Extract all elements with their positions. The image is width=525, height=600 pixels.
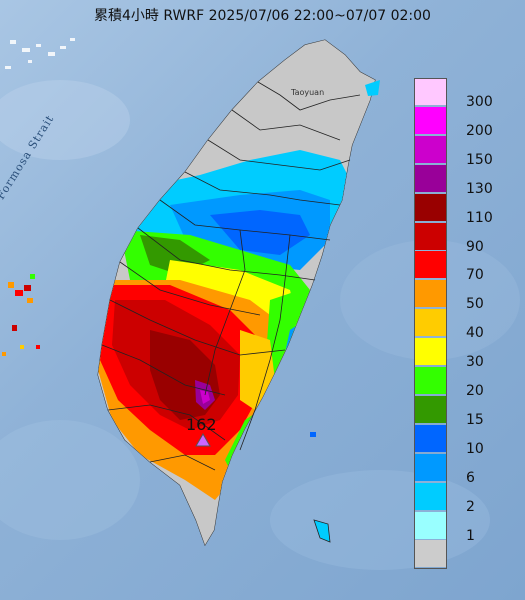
legend-swatch (414, 453, 447, 481)
legend-swatch (414, 251, 447, 279)
legend-label: 50 (466, 296, 484, 313)
max-rainfall-value: 162 (186, 415, 217, 434)
legend-swatch (414, 424, 447, 452)
legend-swatch (414, 78, 447, 105)
legend-swatch (414, 511, 447, 539)
legend-label: 15 (466, 411, 484, 428)
legend-label: 30 (466, 354, 484, 371)
legend-swatch (414, 540, 447, 568)
county-boundaries (101, 81, 361, 471)
triangle-icon (195, 433, 211, 447)
legend-label: 6 (466, 469, 475, 486)
legend-label: 20 (466, 383, 484, 399)
legend-label: 200 (466, 122, 493, 139)
legend-swatch (414, 193, 447, 221)
offshore-islands (2, 80, 380, 543)
legend-swatch (414, 367, 447, 394)
legend-swatch (414, 135, 447, 163)
legend-swatch (414, 280, 447, 308)
legend-label: 300 (466, 94, 493, 110)
map-title: 累積4小時 RWRF 2025/07/06 22:00~07/07 02:00 (94, 8, 431, 24)
legend-label: 110 (466, 209, 493, 226)
legend-frame (414, 78, 447, 570)
legend-swatch (414, 222, 447, 250)
city-label: Taoyuan (291, 88, 325, 97)
legend-label: 2 (466, 498, 475, 515)
legend-swatch (414, 395, 447, 423)
legend-label: 70 (466, 267, 484, 284)
legend-label: 10 (466, 440, 484, 457)
legend-swatch (414, 106, 447, 134)
legend-label: 150 (466, 151, 493, 168)
legend-swatch (414, 338, 447, 366)
legend-swatch (414, 309, 447, 337)
cloud-specks (5, 38, 75, 69)
legend-label: 90 (466, 238, 484, 255)
legend-swatch (414, 482, 447, 510)
legend-label: 40 (466, 325, 484, 342)
legend-label: 130 (466, 180, 493, 197)
legend-swatch (414, 164, 447, 192)
legend-label: 1 (466, 527, 475, 544)
